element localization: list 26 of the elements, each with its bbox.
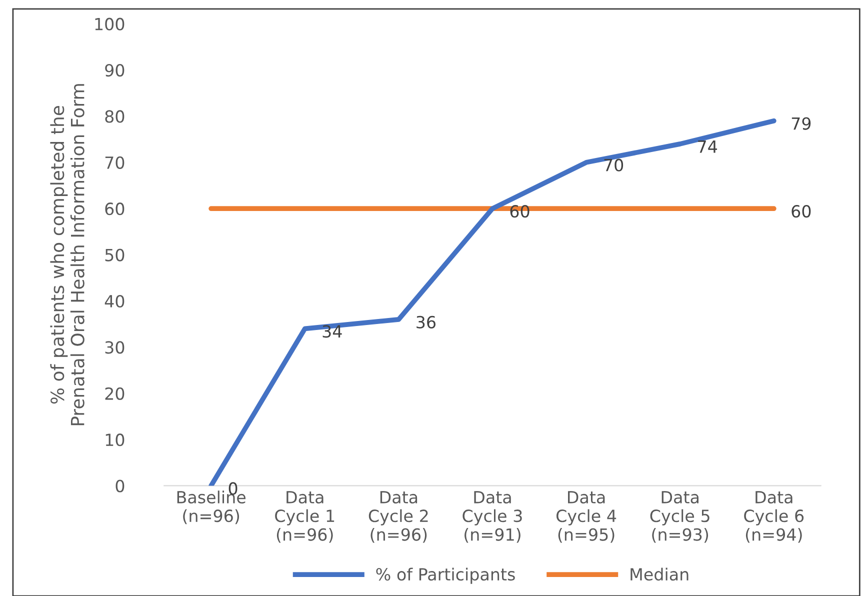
data-label: 34 xyxy=(322,325,342,338)
x-tick-label: Data Cycle 2 (n=96) xyxy=(368,491,428,543)
data-label: 79 xyxy=(792,117,811,130)
y-tick-label: 90 xyxy=(105,64,124,77)
y-tick-label: 70 xyxy=(105,156,124,169)
y-tick-label: 30 xyxy=(105,341,124,354)
y-tick-label: 60 xyxy=(105,202,124,216)
y-tick-label: 20 xyxy=(105,387,124,400)
x-tick-label: Data Cycle 5 (n=93) xyxy=(650,491,710,543)
y-tick-label: 80 xyxy=(105,110,124,123)
x-tick-label: Data Cycle 3 (n=91) xyxy=(462,491,522,543)
data-label: 74 xyxy=(698,140,718,153)
y-axis-title: % of patients who completed the Prenatal Oral Health Information Form xyxy=(50,84,84,426)
data-label: 36 xyxy=(416,316,436,328)
x-tick-label: Data Cycle 6 (n=94) xyxy=(744,491,804,543)
y-tick-label: 50 xyxy=(105,248,124,262)
x-tick-label: Data Cycle 4 (n=95) xyxy=(556,491,616,543)
y-tick-label: 0 xyxy=(116,480,124,492)
legend-label: Median xyxy=(630,568,688,581)
y-tick-label: 10 xyxy=(106,434,124,446)
legend-label: % of Participants xyxy=(376,568,515,584)
data-label: 70 xyxy=(604,158,624,172)
y-tick-label: 40 xyxy=(104,294,124,308)
x-tick-label: Data Cycle 1 (n=96) xyxy=(275,491,334,543)
y-tick-label: 100 xyxy=(95,18,124,30)
data-label: 60 xyxy=(792,204,811,218)
